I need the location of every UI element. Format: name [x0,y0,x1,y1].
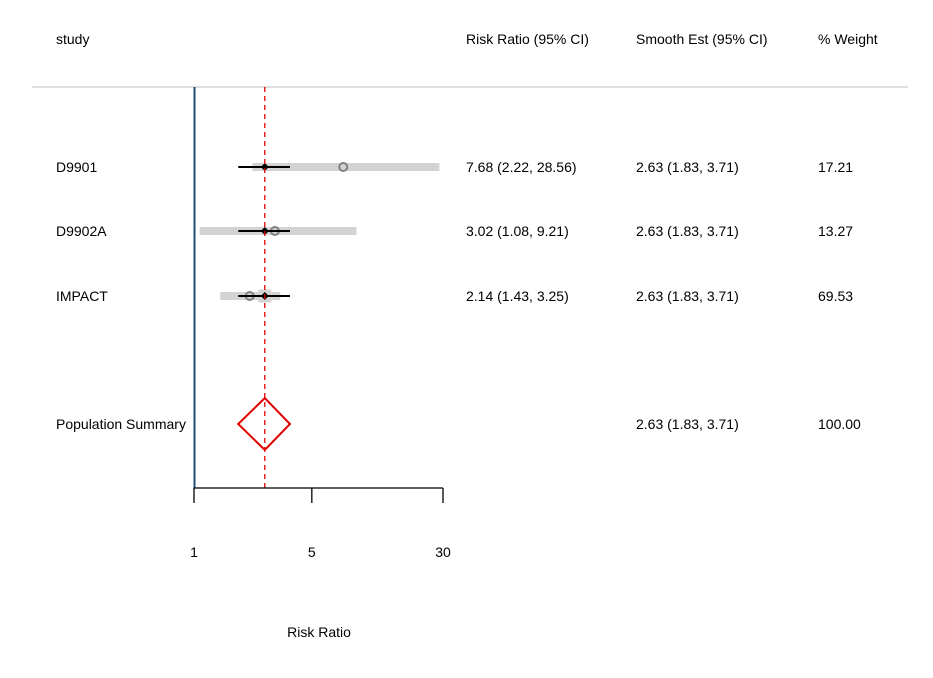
study-rows: D9901 7.68 (2.22, 28.56) 2.63 (1.83, 3.71)… [56,159,853,304]
observed-estimate-marker [338,162,349,172]
smooth-estimate-ci: 2.63 (1.83, 3.71) [636,159,739,175]
study-weight: 69.53 [818,288,853,304]
column-header-risk-ratio: Risk Ratio (95% CI) [466,31,589,47]
study-name: IMPACT [56,288,108,304]
study-name: D9902A [56,223,107,239]
smooth-estimate-ci: 2.63 (1.83, 3.71) [636,288,739,304]
column-header-study: study [56,31,89,47]
study-weight: 17.21 [818,159,853,175]
x-axis-ticks: 1 5 30 [190,488,451,560]
risk-ratio-ci: 2.14 (1.43, 3.25) [466,288,569,304]
observed-ci-bar [252,163,440,171]
risk-ratio-ci: 7.68 (2.22, 28.56) [466,159,577,175]
risk-ratio-ci: 3.02 (1.08, 9.21) [466,223,569,239]
study-name: D9901 [56,159,97,175]
x-axis-label: Risk Ratio [287,624,351,640]
summary-diamond [236,396,292,452]
study-weight: 13.27 [818,223,853,239]
summary-weight: 100.00 [818,416,861,432]
x-tick-label: 1 [190,544,198,560]
column-header-weight: % Weight [818,31,878,47]
smooth-estimate-ci: 2.63 (1.83, 3.71) [636,223,739,239]
summary-smooth-estimate: 2.63 (1.83, 3.71) [636,416,739,432]
column-header-smooth-est: Smooth Est (95% CI) [636,31,768,47]
smooth-estimate-marker [260,163,269,171]
x-tick-label: 30 [435,544,451,560]
x-tick-label: 5 [308,544,316,560]
summary-label: Population Summary [56,416,186,432]
